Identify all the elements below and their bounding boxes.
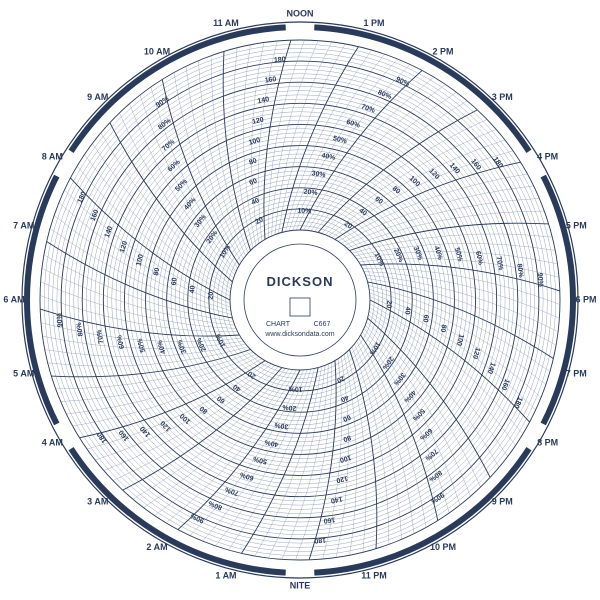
scale-label: 180 — [274, 56, 286, 64]
scale-label: 60 — [421, 314, 429, 323]
time-label: 7 AM — [13, 220, 34, 230]
scale-label: 20 — [385, 300, 392, 308]
time-label: 6 PM — [575, 294, 596, 304]
time-label: 8 AM — [42, 151, 63, 161]
scale-label: 80 — [153, 267, 161, 276]
time-label: 7 PM — [566, 368, 587, 378]
website: www.dicksondata.com — [264, 331, 334, 338]
chart-word: CHART — [266, 321, 291, 328]
time-label: 1 AM — [215, 571, 236, 581]
time-label: 2 AM — [146, 542, 167, 552]
time-label: 5 PM — [566, 220, 587, 230]
time-label: 9 PM — [492, 497, 513, 507]
circular-chart-recorder: NOON 1 PM 2 PM 3 PM 4 PM 5 PM 6 PM 7 PM 8 PM 9 PM… — [0, 0, 600, 600]
time-label: 8 PM — [537, 437, 558, 447]
time-label: 2 PM — [432, 47, 453, 57]
scale-label: 20 — [208, 292, 215, 300]
time-label: NITE — [290, 580, 311, 590]
time-label: 6 AM — [3, 294, 24, 304]
scale-label: 40 — [403, 306, 411, 315]
time-label: 1 PM — [364, 18, 385, 28]
scale-label: 20% — [281, 403, 296, 411]
time-label: 3 AM — [87, 497, 108, 507]
scale-label: 60 — [171, 277, 179, 286]
time-label: 3 PM — [492, 92, 513, 102]
scale-label: 40 — [189, 285, 197, 294]
time-label: 4 PM — [537, 151, 558, 161]
time-label: 10 PM — [430, 542, 456, 552]
time-label: 11 AM — [213, 18, 239, 28]
time-label: 4 AM — [42, 437, 63, 447]
hub — [244, 244, 356, 356]
scale-label: 10% — [288, 385, 303, 393]
scale-label: 180 — [314, 536, 326, 544]
chart-svg: NOON 1 PM 2 PM 3 PM 4 PM 5 PM 6 PM 7 PM 8 PM 9 PM… — [0, 0, 600, 600]
time-label: NOON — [287, 8, 314, 18]
time-label: 10 AM — [144, 47, 170, 57]
time-label: 5 AM — [13, 368, 34, 378]
chart-number: C667 — [314, 321, 331, 328]
scale-label: 90% — [536, 273, 544, 288]
time-label: 11 PM — [361, 571, 387, 581]
scale-label: 20% — [303, 189, 318, 197]
scale-label: 90% — [56, 312, 64, 327]
brand-label: DICKSON — [267, 274, 334, 289]
scale-label: 10% — [297, 208, 312, 216]
time-label: 9 AM — [87, 92, 108, 102]
